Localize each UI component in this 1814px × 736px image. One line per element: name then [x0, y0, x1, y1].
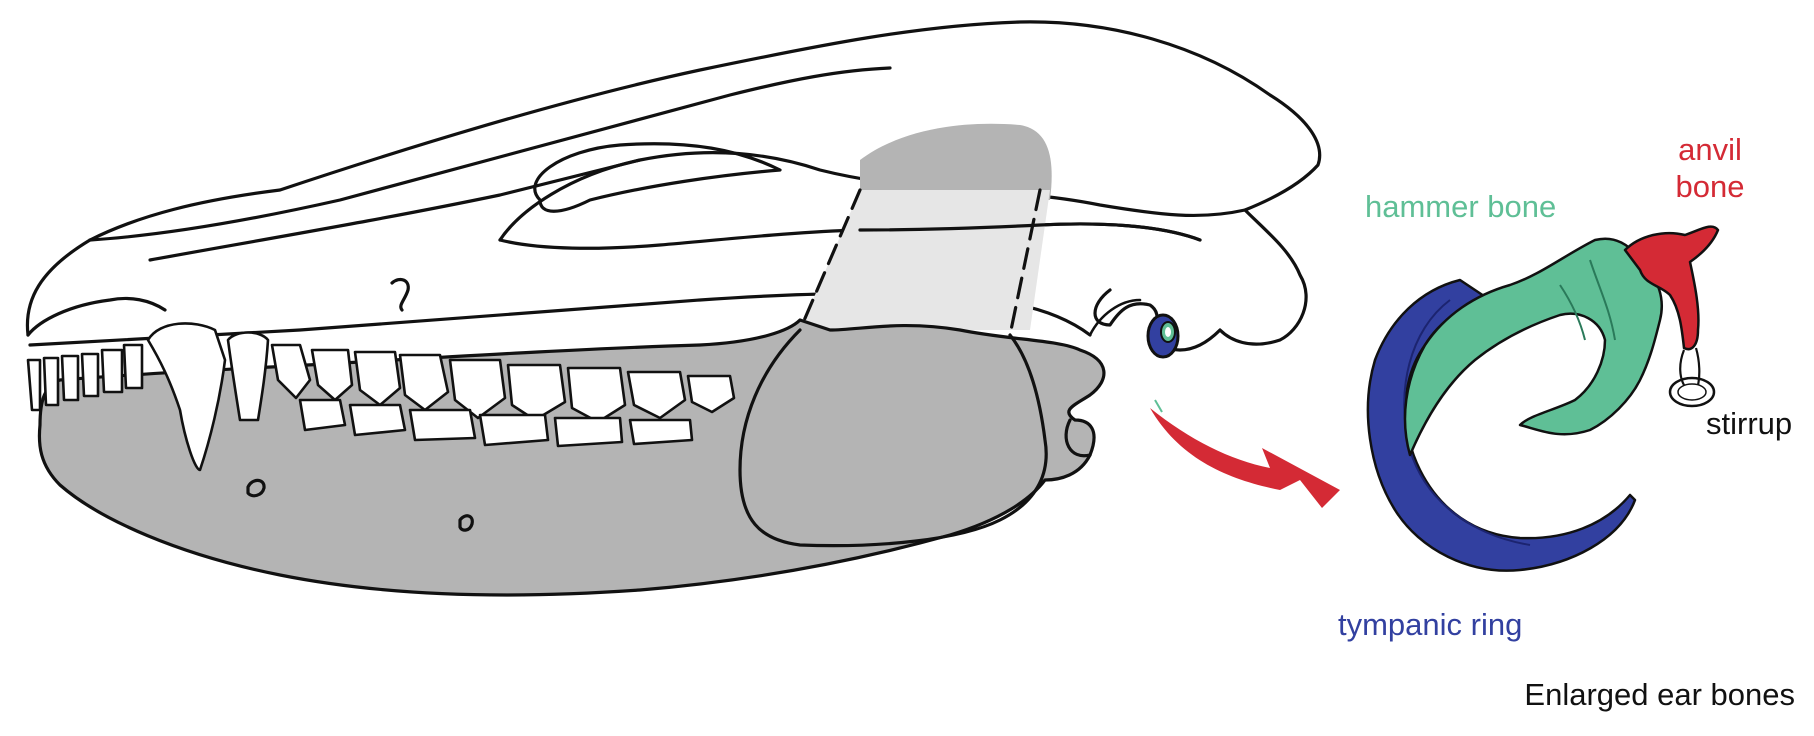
molar-5: [626, 370, 687, 420]
hammer-bone: [1403, 237, 1664, 457]
mandible: [37, 318, 1106, 597]
premolar-2: [310, 348, 354, 402]
premolar-1: [270, 343, 312, 400]
lower-molar-4: [478, 413, 550, 447]
temporal-muscle-dash-right: [1008, 188, 1042, 337]
enlarged-ear-bones: [1366, 225, 1720, 572]
infraorbital-foramen: [390, 277, 410, 312]
label-stirrup: stirrup: [1706, 406, 1792, 441]
molar-2: [448, 358, 507, 420]
lower-molar-6: [628, 418, 694, 446]
incisor-3: [60, 354, 80, 402]
temporal-muscle-light: [800, 190, 1050, 330]
molar-4: [566, 366, 627, 424]
orbit: [533, 142, 782, 213]
jaw-condyle: [1064, 418, 1092, 458]
pointer-arrow: [1150, 408, 1340, 508]
skull-drawing: [25, 20, 1322, 597]
molar-1: [398, 353, 450, 412]
hammer-bone-detail: [1559, 259, 1616, 341]
mental-foramen-1: [246, 478, 266, 498]
lower-molar-3: [408, 408, 477, 442]
masseter-outline: [738, 328, 1048, 548]
anvil-bone: [1623, 225, 1720, 351]
incisor-4: [80, 352, 100, 398]
pointer-arrow-tip-mark: [1154, 399, 1163, 413]
incisor-5: [100, 348, 124, 394]
premaxilla: [26, 296, 167, 337]
stirrup-footplate: [1668, 376, 1716, 408]
incisor-2: [42, 356, 60, 407]
incisor-1: [26, 358, 42, 412]
stirrup-footplate-inner: [1677, 383, 1707, 401]
zygomatic-arch-over: [858, 222, 1202, 242]
canine: [146, 322, 227, 472]
nasal-line: [148, 158, 642, 262]
label-anvil-line1: anvil: [1678, 132, 1742, 167]
snout-ridge: [88, 66, 892, 242]
stirrup-bone: [1668, 347, 1716, 408]
occipital-line: [1088, 298, 1142, 337]
ear-opening-inner: [1165, 327, 1171, 337]
temporal-muscle-dash-left: [798, 188, 862, 332]
molar-3: [506, 363, 567, 422]
upper-canine-left: [226, 331, 270, 422]
label-tympanic-ring: tympanic ring: [1338, 607, 1522, 642]
caption-enlarged-ear-bones: Enlarged ear bones: [1524, 677, 1795, 712]
stirrup-arch: [1679, 347, 1701, 386]
label-hammer-bone: hammer bone: [1365, 189, 1556, 224]
lower-molar-5: [553, 416, 624, 448]
temporal-muscle-dark: [860, 123, 1052, 200]
teeth-row: [26, 322, 736, 472]
premolar-3: [353, 350, 402, 407]
label-anvil-line2: bone: [1676, 169, 1745, 204]
molar-6: [686, 374, 736, 414]
lower-molar-1: [298, 398, 347, 432]
mental-foramen-2: [458, 514, 474, 532]
lower-molar-2: [348, 403, 407, 437]
incisor-6: [122, 343, 144, 390]
